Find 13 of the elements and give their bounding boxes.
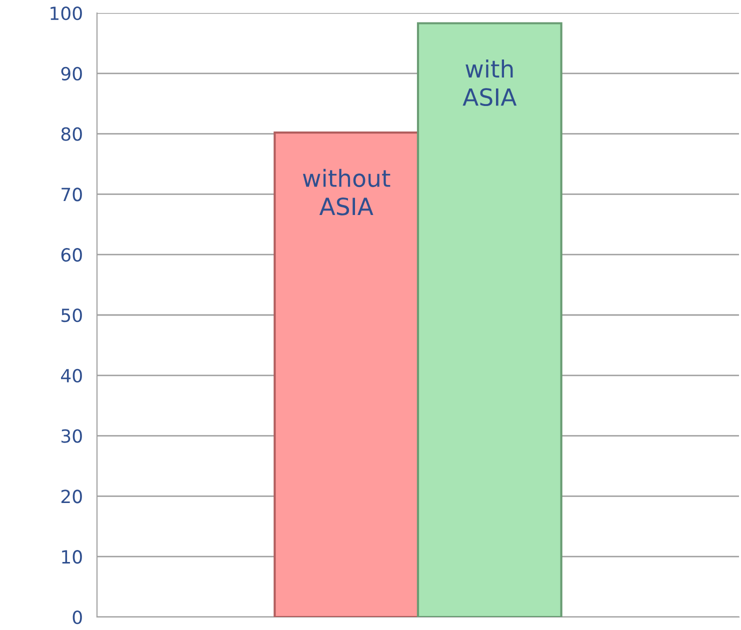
y-tick-label: 70 <box>62 188 82 202</box>
y-tick-label: 40 <box>61 368 82 383</box>
y-tick-label: 30 <box>62 429 82 443</box>
x-tick-label: with ASIA <box>462 60 517 106</box>
y-tick-label: 90 <box>61 66 82 81</box>
y-tick-label: 20 <box>61 490 82 504</box>
x-tick-label: without ASIA <box>302 168 390 216</box>
y-tick-label: 0 <box>72 610 82 624</box>
y-tick-label: 50 <box>62 308 82 322</box>
y-tick-label: 10 <box>62 550 82 564</box>
y-tick-label: 100 <box>50 6 82 20</box>
y-tick-label: 80 <box>61 127 82 141</box>
y-tick-label: 60 <box>61 248 82 262</box>
